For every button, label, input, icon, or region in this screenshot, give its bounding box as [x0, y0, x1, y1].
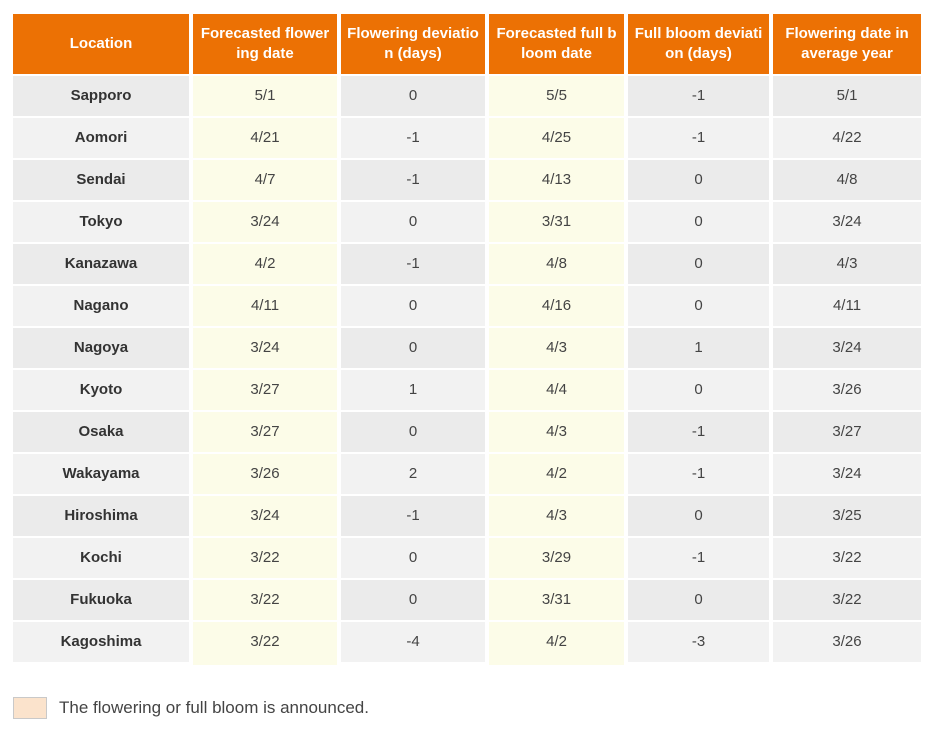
- cell-forecasted-full-bloom-date: 4/13: [489, 160, 624, 200]
- cell-location: Kochi: [13, 538, 189, 578]
- cell-forecasted-full-bloom-date: 4/2: [489, 622, 624, 665]
- cell-average-year-flowering-date: 5/1: [773, 76, 921, 116]
- cell-flowering-deviation: 0: [341, 328, 485, 368]
- cell-location: Hiroshima: [13, 496, 189, 536]
- cell-average-year-flowering-date: 3/24: [773, 328, 921, 368]
- cell-flowering-deviation: 0: [341, 286, 485, 326]
- header-location: Location: [13, 14, 189, 74]
- header-full-bloom-deviation: Full bloom deviation (days): [628, 14, 769, 74]
- flowering-forecast-table: Location Forecasted flowering date Flowe…: [13, 14, 921, 665]
- cell-average-year-flowering-date: 3/26: [773, 622, 921, 662]
- cell-full-bloom-deviation: -1: [628, 412, 769, 452]
- header-flowering-deviation: Flowering deviation (days): [341, 14, 485, 74]
- cell-forecasted-full-bloom-date: 5/5: [489, 76, 624, 116]
- cell-forecasted-flowering-date: 3/22: [193, 622, 337, 665]
- cell-flowering-deviation: -1: [341, 244, 485, 284]
- cell-average-year-flowering-date: 4/11: [773, 286, 921, 326]
- cell-forecasted-full-bloom-date: 3/31: [489, 202, 624, 242]
- cell-forecasted-full-bloom-date: 4/2: [489, 454, 624, 494]
- cell-forecasted-flowering-date: 5/1: [193, 76, 337, 116]
- cell-full-bloom-deviation: -1: [628, 538, 769, 578]
- cell-average-year-flowering-date: 3/22: [773, 580, 921, 620]
- cell-average-year-flowering-date: 3/22: [773, 538, 921, 578]
- cell-location: Sendai: [13, 160, 189, 200]
- header-forecasted-full-bloom-date: Forecasted full bloom date: [489, 14, 624, 74]
- cell-forecasted-full-bloom-date: 4/3: [489, 412, 624, 452]
- cell-full-bloom-deviation: 0: [628, 370, 769, 410]
- header-average-year-flowering-date: Flowering date in average year: [773, 14, 921, 74]
- cell-location: Kagoshima: [13, 622, 189, 662]
- cell-location: Kanazawa: [13, 244, 189, 284]
- cell-flowering-deviation: 0: [341, 202, 485, 242]
- cell-full-bloom-deviation: 0: [628, 580, 769, 620]
- cell-forecasted-flowering-date: 4/21: [193, 118, 337, 158]
- cell-forecasted-full-bloom-date: 4/16: [489, 286, 624, 326]
- header-forecasted-flowering-date: Forecasted flowering date: [193, 14, 337, 74]
- cell-location: Tokyo: [13, 202, 189, 242]
- cell-full-bloom-deviation: 0: [628, 244, 769, 284]
- cell-location: Fukuoka: [13, 580, 189, 620]
- cell-average-year-flowering-date: 3/26: [773, 370, 921, 410]
- legend: The flowering or full bloom is announced…: [13, 697, 930, 719]
- cell-forecasted-flowering-date: 3/24: [193, 496, 337, 536]
- cell-forecasted-flowering-date: 3/22: [193, 580, 337, 620]
- cell-flowering-deviation: 0: [341, 412, 485, 452]
- cell-full-bloom-deviation: 0: [628, 160, 769, 200]
- cell-flowering-deviation: -1: [341, 160, 485, 200]
- cell-flowering-deviation: 0: [341, 76, 485, 116]
- cell-location: Aomori: [13, 118, 189, 158]
- cell-forecasted-flowering-date: 3/27: [193, 412, 337, 452]
- cell-forecasted-flowering-date: 4/11: [193, 286, 337, 326]
- cell-average-year-flowering-date: 4/3: [773, 244, 921, 284]
- cell-forecasted-flowering-date: 3/24: [193, 328, 337, 368]
- cell-full-bloom-deviation: -1: [628, 118, 769, 158]
- legend-text: The flowering or full bloom is announced…: [59, 698, 369, 717]
- cell-forecasted-flowering-date: 4/7: [193, 160, 337, 200]
- cell-forecasted-flowering-date: 3/24: [193, 202, 337, 242]
- cell-average-year-flowering-date: 4/8: [773, 160, 921, 200]
- cell-location: Nagano: [13, 286, 189, 326]
- cell-forecasted-full-bloom-date: 3/29: [489, 538, 624, 578]
- cell-flowering-deviation: 2: [341, 454, 485, 494]
- cell-average-year-flowering-date: 4/22: [773, 118, 921, 158]
- cell-flowering-deviation: 0: [341, 538, 485, 578]
- cell-full-bloom-deviation: -1: [628, 454, 769, 494]
- cell-forecasted-flowering-date: 3/22: [193, 538, 337, 578]
- cell-average-year-flowering-date: 3/27: [773, 412, 921, 452]
- cell-location: Nagoya: [13, 328, 189, 368]
- cell-forecasted-flowering-date: 4/2: [193, 244, 337, 284]
- legend-announced-swatch: [13, 697, 47, 719]
- cell-flowering-deviation: 0: [341, 580, 485, 620]
- cell-forecasted-flowering-date: 3/27: [193, 370, 337, 410]
- cell-flowering-deviation: -1: [341, 496, 485, 536]
- cell-flowering-deviation: -1: [341, 118, 485, 158]
- cell-forecasted-full-bloom-date: 3/31: [489, 580, 624, 620]
- cell-average-year-flowering-date: 3/24: [773, 454, 921, 494]
- cell-location: Osaka: [13, 412, 189, 452]
- cell-forecasted-full-bloom-date: 4/8: [489, 244, 624, 284]
- cell-full-bloom-deviation: 0: [628, 286, 769, 326]
- cell-forecasted-full-bloom-date: 4/25: [489, 118, 624, 158]
- cell-location: Kyoto: [13, 370, 189, 410]
- cell-full-bloom-deviation: -1: [628, 76, 769, 116]
- cell-full-bloom-deviation: 0: [628, 496, 769, 536]
- cell-location: Sapporo: [13, 76, 189, 116]
- cell-full-bloom-deviation: 0: [628, 202, 769, 242]
- cell-average-year-flowering-date: 3/25: [773, 496, 921, 536]
- cell-full-bloom-deviation: 1: [628, 328, 769, 368]
- cell-forecasted-full-bloom-date: 4/3: [489, 328, 624, 368]
- cell-forecasted-full-bloom-date: 4/3: [489, 496, 624, 536]
- cell-full-bloom-deviation: -3: [628, 622, 769, 662]
- cell-forecasted-flowering-date: 3/26: [193, 454, 337, 494]
- cell-location: Wakayama: [13, 454, 189, 494]
- cell-forecasted-full-bloom-date: 4/4: [489, 370, 624, 410]
- cell-flowering-deviation: -4: [341, 622, 485, 662]
- cell-average-year-flowering-date: 3/24: [773, 202, 921, 242]
- cell-flowering-deviation: 1: [341, 370, 485, 410]
